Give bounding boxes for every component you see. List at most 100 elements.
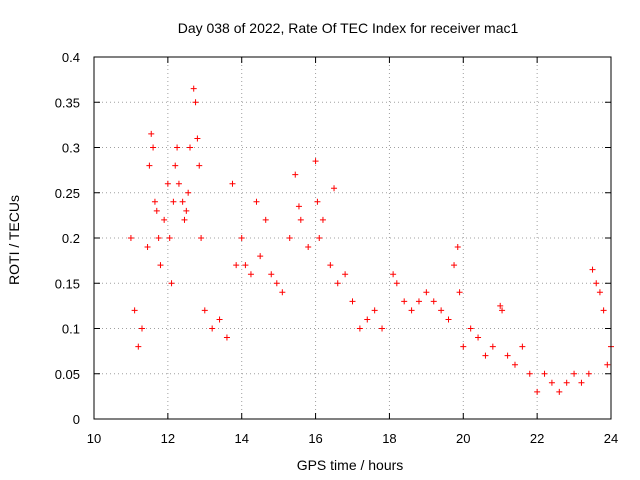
data-point bbox=[238, 235, 245, 241]
y-tick-label: 0.05 bbox=[55, 367, 80, 382]
data-point bbox=[356, 325, 363, 332]
data-point bbox=[172, 162, 179, 169]
data-point bbox=[454, 244, 461, 251]
data-point bbox=[390, 271, 397, 278]
data-point bbox=[164, 180, 171, 187]
x-tick-label: 24 bbox=[604, 431, 618, 446]
x-tick-label: 22 bbox=[530, 431, 544, 446]
data-point bbox=[155, 235, 162, 241]
data-point bbox=[201, 307, 208, 314]
x-axis-label: GPS time / hours bbox=[297, 457, 404, 473]
data-point bbox=[415, 298, 422, 305]
y-tick-label: 0.25 bbox=[55, 186, 80, 201]
data-point bbox=[183, 207, 190, 214]
data-point bbox=[408, 307, 415, 314]
data-point bbox=[146, 162, 153, 169]
data-point bbox=[131, 307, 138, 314]
data-point bbox=[168, 280, 175, 287]
y-tick-label: 0.15 bbox=[55, 276, 80, 291]
y-tick-label: 0.4 bbox=[62, 50, 80, 65]
data-point bbox=[279, 289, 286, 296]
data-point bbox=[445, 316, 452, 323]
data-point bbox=[151, 198, 158, 205]
data-point bbox=[393, 280, 400, 287]
data-point bbox=[187, 144, 194, 151]
data-point bbox=[489, 343, 496, 350]
data-point bbox=[589, 266, 596, 273]
data-point bbox=[600, 307, 607, 314]
data-point bbox=[371, 307, 378, 314]
y-tick-label: 0 bbox=[73, 412, 80, 427]
data-points bbox=[127, 85, 614, 395]
data-point bbox=[196, 162, 203, 169]
data-point bbox=[153, 207, 160, 214]
x-tick-label: 10 bbox=[87, 431, 101, 446]
data-point bbox=[456, 289, 463, 296]
data-point bbox=[571, 370, 578, 377]
data-point bbox=[257, 253, 264, 260]
y-tick-label: 0.3 bbox=[62, 141, 80, 156]
data-point bbox=[262, 216, 269, 223]
data-point bbox=[181, 216, 188, 223]
data-point bbox=[499, 307, 506, 314]
chart-title: Day 038 of 2022, Rate Of TEC Index for r… bbox=[178, 20, 519, 36]
data-point bbox=[305, 244, 312, 251]
x-tick-label: 14 bbox=[234, 431, 248, 446]
data-point bbox=[273, 280, 280, 287]
y-tick-label: 0.35 bbox=[55, 95, 80, 110]
data-point bbox=[342, 271, 349, 278]
data-point bbox=[401, 298, 408, 305]
data-point bbox=[438, 307, 445, 314]
data-point bbox=[192, 99, 199, 106]
data-point bbox=[534, 388, 541, 395]
data-point bbox=[194, 135, 201, 142]
data-point bbox=[286, 235, 293, 241]
x-tick-label: 16 bbox=[308, 431, 322, 446]
data-point bbox=[460, 343, 467, 350]
data-point bbox=[504, 352, 511, 359]
data-point bbox=[451, 262, 458, 269]
data-point bbox=[166, 235, 173, 241]
data-point bbox=[578, 379, 585, 386]
data-point bbox=[541, 370, 548, 377]
data-point bbox=[216, 316, 223, 323]
data-point bbox=[135, 343, 142, 350]
data-point bbox=[585, 370, 592, 377]
data-point bbox=[319, 216, 326, 223]
data-point bbox=[242, 262, 249, 269]
data-point bbox=[519, 343, 526, 350]
data-point bbox=[475, 334, 482, 341]
data-point bbox=[482, 352, 489, 359]
data-point bbox=[268, 271, 275, 278]
x-tick-label: 18 bbox=[382, 431, 396, 446]
data-point bbox=[185, 189, 192, 196]
data-point bbox=[198, 235, 205, 241]
data-point bbox=[312, 158, 319, 165]
x-tick-label: 20 bbox=[456, 431, 470, 446]
data-point bbox=[316, 235, 323, 241]
data-point bbox=[209, 325, 216, 332]
y-tick-label: 0.2 bbox=[62, 231, 80, 246]
x-axis-ticks: 10 12 14 16 18 20 22 24 bbox=[87, 57, 618, 446]
data-point bbox=[497, 302, 504, 309]
data-point bbox=[349, 298, 356, 305]
data-point bbox=[139, 325, 146, 332]
y-tick-label: 0.1 bbox=[62, 322, 80, 337]
data-point bbox=[295, 203, 302, 210]
data-point bbox=[170, 198, 177, 205]
data-point bbox=[174, 144, 181, 151]
data-point bbox=[430, 298, 437, 305]
y-axis-label: ROTI / TECUs bbox=[6, 195, 22, 285]
data-point bbox=[556, 388, 563, 395]
data-point bbox=[148, 130, 155, 137]
data-point bbox=[157, 262, 164, 269]
data-point bbox=[331, 185, 338, 192]
data-point bbox=[297, 216, 304, 223]
data-point bbox=[467, 325, 474, 332]
data-point bbox=[161, 216, 168, 223]
data-point bbox=[526, 370, 533, 377]
data-point bbox=[327, 262, 334, 269]
data-point bbox=[253, 198, 260, 205]
data-point bbox=[247, 271, 254, 278]
